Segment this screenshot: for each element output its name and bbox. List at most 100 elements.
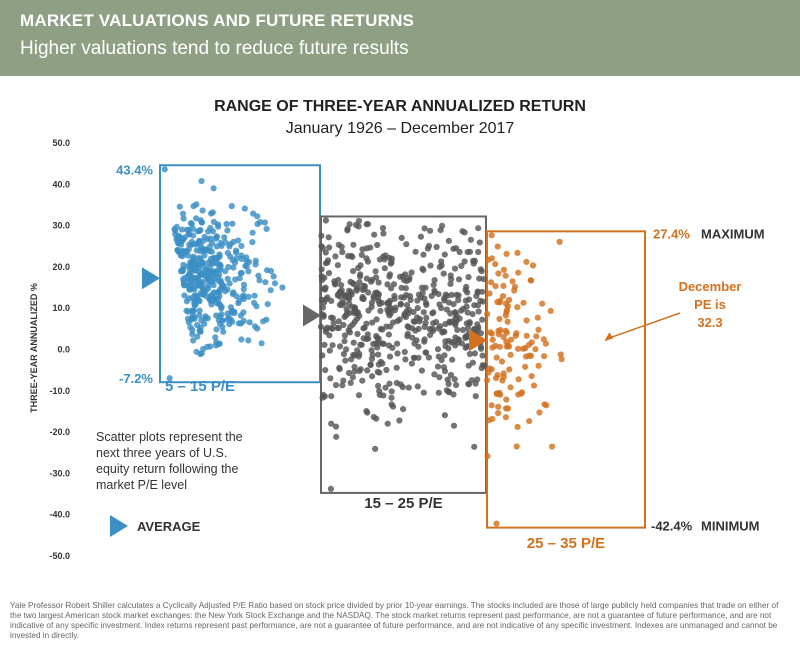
orange-min-label: -42.4%	[651, 519, 693, 534]
data-point-1	[216, 340, 223, 347]
data-point-3	[514, 249, 521, 256]
data-point-1	[210, 218, 217, 225]
data-point-3	[533, 333, 540, 340]
data-point-2	[479, 288, 486, 295]
data-point-3	[523, 332, 530, 339]
data-point-2	[340, 351, 347, 358]
data-point-2	[441, 328, 448, 335]
data-point-3	[504, 318, 511, 325]
data-point-1	[251, 323, 259, 330]
data-point-2	[338, 243, 345, 250]
data-point-2	[338, 282, 345, 289]
data-point-2	[476, 239, 483, 246]
data-point-3	[547, 307, 554, 314]
data-point-2	[450, 422, 458, 429]
data-point-1	[235, 237, 242, 244]
data-point-2	[317, 323, 325, 330]
data-point-2	[396, 417, 403, 424]
data-point-1	[256, 277, 263, 284]
data-point-2	[355, 392, 363, 399]
data-point-1	[161, 166, 168, 173]
data-point-1	[189, 326, 196, 334]
data-point-2	[430, 320, 437, 327]
data-point-2	[418, 294, 425, 301]
data-point-1	[181, 281, 188, 288]
data-point-2	[430, 309, 437, 316]
legend-average-marker	[110, 515, 128, 537]
data-point-1	[218, 305, 225, 312]
data-point-3	[489, 415, 496, 423]
data-point-2	[445, 237, 452, 244]
data-point-2	[327, 375, 334, 382]
data-point-2	[391, 307, 398, 314]
data-point-2	[463, 343, 470, 350]
data-point-2	[335, 291, 342, 298]
data-point-2	[365, 307, 372, 314]
data-point-2	[340, 377, 347, 384]
data-point-2	[371, 231, 378, 238]
data-point-2	[418, 284, 426, 291]
data-point-3	[497, 391, 504, 398]
data-point-3	[528, 373, 535, 380]
data-point-1	[228, 307, 235, 314]
data-point-2	[465, 274, 472, 281]
data-point-3	[515, 376, 522, 383]
data-point-2	[364, 367, 371, 374]
data-point-3	[499, 293, 507, 300]
data-point-2	[399, 273, 406, 280]
data-point-2	[398, 234, 405, 241]
data-point-2	[377, 325, 384, 333]
data-point-2	[359, 286, 366, 293]
data-point-1	[245, 337, 252, 344]
data-point-3	[507, 384, 514, 391]
data-point-2	[375, 340, 382, 347]
data-point-2	[388, 394, 395, 401]
data-point-1	[201, 233, 208, 241]
data-point-2	[363, 245, 370, 252]
data-point-1	[210, 276, 218, 283]
data-point-3	[502, 272, 509, 279]
data-point-2	[397, 300, 404, 308]
data-point-3	[512, 332, 519, 339]
data-point-2	[471, 443, 478, 450]
data-point-1	[205, 259, 212, 266]
data-point-1	[241, 205, 248, 212]
data-point-3	[535, 362, 542, 369]
data-point-1	[261, 219, 268, 226]
data-point-2	[475, 225, 482, 232]
data-point-1	[216, 253, 223, 260]
data-point-2	[445, 345, 452, 352]
data-point-2	[465, 380, 472, 387]
data-point-3	[496, 315, 503, 323]
data-point-3	[495, 410, 502, 417]
data-point-1	[186, 231, 193, 238]
data-point-1	[210, 185, 217, 192]
data-point-2	[348, 252, 355, 259]
data-point-1	[238, 242, 245, 250]
data-point-3	[522, 363, 529, 370]
data-point-2	[447, 310, 454, 317]
data-point-2	[435, 325, 442, 332]
chart-subtitle: January 1926 – December 2017	[285, 120, 515, 137]
data-point-2	[400, 406, 407, 413]
y-tick-label: 50.0	[52, 138, 70, 148]
data-point-2	[422, 319, 429, 327]
data-point-3	[486, 290, 493, 297]
data-point-3	[495, 403, 502, 410]
header-title: MARKET VALUATIONS AND FUTURE RETURNS	[20, 11, 415, 30]
note-text: Scatter plots represent the next three ye…	[96, 430, 243, 492]
data-point-2	[479, 362, 486, 369]
data-point-2	[405, 324, 412, 331]
data-point-3	[494, 372, 501, 379]
data-point-2	[373, 316, 380, 323]
data-point-1	[213, 326, 220, 333]
data-point-2	[454, 326, 461, 333]
data-point-3	[515, 345, 522, 352]
data-point-2	[386, 273, 393, 280]
data-point-3	[503, 338, 510, 345]
data-point-1	[188, 307, 195, 314]
y-tick-label: -30.0	[49, 468, 70, 478]
data-point-3	[515, 269, 522, 276]
data-point-2	[441, 412, 448, 419]
data-point-2	[421, 225, 428, 232]
